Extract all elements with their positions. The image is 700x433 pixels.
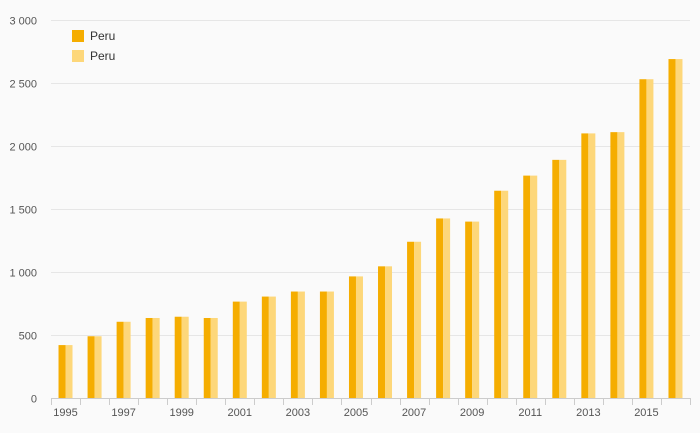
bar-1999-series-1[interactable] — [174, 316, 182, 398]
x-tick-label: 1997 — [111, 407, 135, 419]
bar-2011-series-2[interactable] — [530, 175, 538, 398]
bar-2002-series-1[interactable] — [261, 296, 269, 398]
x-tick-label: 2003 — [286, 407, 310, 419]
bar-2015-series-1[interactable] — [639, 79, 647, 398]
bar-2000-series-2[interactable] — [210, 317, 218, 398]
bar-2004-series-2[interactable] — [326, 291, 334, 398]
y-tick-label: 0 — [31, 394, 37, 406]
y-tick-label: 2 000 — [9, 142, 37, 154]
bar-2002-series-2[interactable] — [268, 296, 276, 398]
y-tick-label: 1 000 — [9, 268, 37, 280]
bar-2016-series-1[interactable] — [668, 59, 676, 399]
x-tick-label: 2005 — [344, 407, 368, 419]
bar-2003-series-2[interactable] — [297, 291, 305, 398]
bar-1997-series-1[interactable] — [116, 321, 124, 398]
y-tick-label: 3 000 — [9, 16, 37, 28]
bar-2008-series-2[interactable] — [443, 218, 451, 398]
x-tick-label: 2011 — [518, 407, 542, 419]
bar-2000-series-1[interactable] — [203, 317, 211, 398]
x-axis-tick-marks — [51, 398, 691, 405]
bar-2007-series-2[interactable] — [414, 241, 422, 398]
bar-2009-series-1[interactable] — [465, 221, 473, 398]
legend-swatch-peru-1 — [72, 30, 84, 42]
bar-1997-series-2[interactable] — [123, 321, 131, 398]
bar-2013-series-2[interactable] — [588, 133, 596, 398]
bar-2004-series-1[interactable] — [319, 291, 327, 398]
bar-2007-series-1[interactable] — [407, 241, 415, 398]
bar-2015-series-2[interactable] — [646, 79, 654, 398]
x-axis-tick-labels: 1995 1997 1999 2001 2003 2005 2007 2009 2011 2013… — [53, 407, 658, 419]
x-tick-label: 2013 — [576, 407, 600, 419]
x-tick-label: 2001 — [228, 407, 252, 419]
legend-label-peru-2: Peru — [90, 49, 115, 63]
bar-2009-series-2[interactable] — [472, 221, 480, 398]
bar-1998-series-2[interactable] — [152, 317, 160, 398]
bar-2005-series-1[interactable] — [348, 276, 356, 398]
bar-1995-series-2[interactable] — [65, 345, 73, 398]
bar-1995-series-1[interactable] — [58, 345, 66, 398]
bar-2014-series-2[interactable] — [617, 132, 625, 398]
bar-2006-series-2[interactable] — [385, 266, 393, 398]
legend-label-peru-1: Peru — [90, 29, 115, 43]
x-tick-label: 2007 — [402, 407, 426, 419]
bar-2006-series-1[interactable] — [378, 266, 386, 398]
bar-2010-series-2[interactable] — [501, 190, 509, 398]
x-tick-label: 1995 — [53, 407, 77, 419]
bar-2012-series-2[interactable] — [559, 159, 567, 398]
bar-2001-series-1[interactable] — [232, 301, 240, 398]
bar-2014-series-1[interactable] — [610, 132, 618, 398]
bar-2016-series-2[interactable] — [675, 59, 683, 399]
x-tick-label: 2015 — [634, 407, 658, 419]
bar-2010-series-1[interactable] — [494, 190, 502, 398]
bar-2005-series-2[interactable] — [355, 276, 363, 398]
x-tick-label: 2009 — [460, 407, 484, 419]
bar-1998-series-1[interactable] — [145, 317, 153, 398]
bar-2012-series-1[interactable] — [552, 159, 560, 398]
bar-1996-series-2[interactable] — [94, 336, 102, 398]
y-tick-label: 2 500 — [9, 79, 37, 91]
legend-swatch-peru-2 — [72, 50, 84, 62]
x-tick-label: 1999 — [169, 407, 193, 419]
legend[interactable]: Peru Peru — [72, 29, 115, 63]
bar-2008-series-1[interactable] — [436, 218, 444, 398]
y-axis-tick-labels: 0 500 1 000 1 500 2 000 2 500 3 000 — [9, 16, 37, 406]
y-tick-label: 1 500 — [9, 205, 37, 217]
bar-1999-series-2[interactable] — [181, 316, 189, 398]
y-tick-label: 500 — [19, 331, 37, 343]
bar-2003-series-1[interactable] — [290, 291, 298, 398]
bar-2001-series-2[interactable] — [239, 301, 247, 398]
bar-1996-series-1[interactable] — [87, 336, 95, 398]
bar-series — [58, 59, 683, 399]
bar-2013-series-1[interactable] — [581, 133, 589, 398]
bar-2011-series-1[interactable] — [523, 175, 531, 398]
